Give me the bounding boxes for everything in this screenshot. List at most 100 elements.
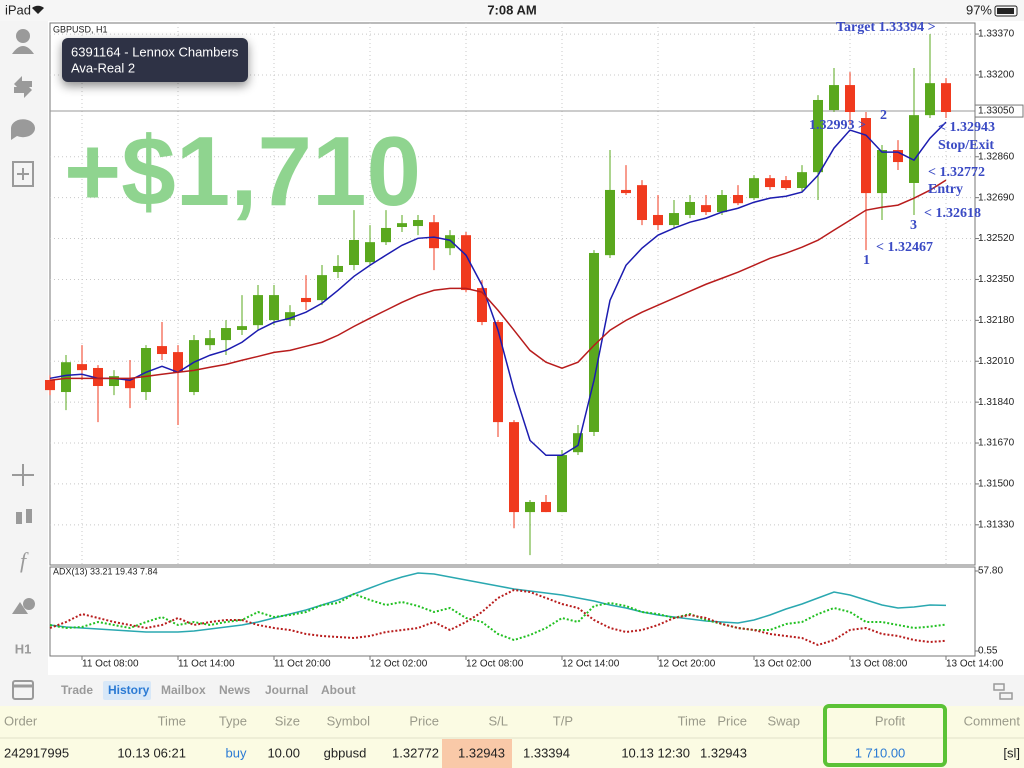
table-cell: [sl] — [1003, 745, 1020, 760]
candle-body — [237, 326, 247, 330]
y-tick-label: 1.31330 — [978, 519, 1015, 530]
candle-body — [125, 378, 135, 389]
annotation: 2 — [880, 108, 887, 123]
annotation: Stop/Exit — [938, 138, 994, 153]
candles-icon[interactable] — [16, 512, 22, 524]
candle-body — [173, 352, 183, 373]
candle-body — [893, 150, 903, 163]
y-tick-label: 1.31500 — [978, 479, 1015, 490]
crosshair-icon[interactable] — [12, 464, 34, 486]
candle-body — [93, 367, 103, 387]
table-cell: 1.32943 — [458, 745, 505, 760]
moving-average — [49, 179, 947, 381]
candle-body — [637, 185, 647, 221]
y-tick-label: 0.55 — [978, 646, 998, 657]
annotation: < 1.32943 — [938, 120, 995, 135]
column-header: Price — [409, 713, 439, 728]
table-cell: gbpusd — [324, 745, 367, 760]
profit-banner: +$1,710 — [64, 116, 421, 226]
candle-body — [845, 85, 855, 113]
tab-bar — [0, 675, 1024, 706]
wifi-icon — [32, 5, 44, 14]
indicator-line — [49, 588, 947, 647]
annotation: Entry — [928, 182, 963, 197]
account-icon[interactable] — [16, 29, 30, 43]
battery-fill — [997, 8, 1014, 14]
calendar-icon[interactable] — [12, 680, 34, 700]
tab[interactable]: News — [219, 683, 251, 697]
objects-icon[interactable] — [12, 602, 28, 614]
column-header: Symbol — [327, 713, 370, 728]
candle-body — [381, 227, 391, 243]
candle-body — [317, 275, 327, 301]
x-tick-label: 11 Oct 20:00 — [274, 659, 331, 670]
device-name: iPad — [5, 2, 31, 17]
table-cell: 1 710.00 — [855, 745, 906, 760]
column-header: T/P — [553, 713, 573, 728]
candle-body — [685, 201, 695, 215]
objects-icon-circle — [23, 598, 35, 610]
annotation: 1.32993 > — [809, 118, 866, 133]
column-header: Order — [4, 713, 38, 728]
chart: 1.33370 1.33200 1.32860 1.32690 1.32520 1.323… — [45, 20, 1024, 670]
tab[interactable]: Trade — [61, 683, 93, 697]
candle-body — [205, 338, 215, 346]
annotation: < 1.32618 — [924, 206, 981, 221]
candle-body — [781, 180, 791, 189]
tab[interactable]: Journal — [265, 683, 308, 697]
chat-icon[interactable] — [11, 119, 35, 140]
candle-body — [813, 99, 823, 173]
candle-body — [349, 239, 359, 266]
layout-icon[interactable] — [993, 683, 1013, 700]
moving-average — [49, 121, 947, 457]
timeframe-button[interactable]: H1 — [15, 641, 32, 656]
last-price-box — [974, 104, 1024, 118]
y-tick-label: 1.33370 — [978, 29, 1015, 40]
tab[interactable]: History — [108, 683, 150, 697]
account-server: Ava-Real 2 — [71, 60, 135, 75]
column-header: Comment — [964, 713, 1021, 728]
candle-body — [765, 178, 775, 188]
candle-body — [333, 265, 343, 272]
indicators-icon[interactable]: f — [20, 548, 29, 573]
new-order-icon[interactable] — [12, 161, 34, 187]
tab[interactable]: Mailbox — [161, 683, 206, 697]
candle-body — [461, 235, 471, 291]
trade-icon[interactable] — [14, 76, 32, 98]
x-tick-label: 13 Oct 14:00 — [946, 659, 1004, 670]
sidebar-icons: f — [11, 29, 35, 614]
candle-body — [925, 83, 935, 116]
candle-body — [365, 242, 375, 263]
candle-body — [717, 195, 727, 213]
x-tick-label: 13 Oct 08:00 — [850, 659, 908, 670]
candle-body — [429, 222, 439, 249]
annotation: < 1.32772 — [928, 165, 985, 180]
profit-highlight — [823, 704, 947, 767]
candle-body — [621, 189, 631, 194]
clock: 7:08 AM — [487, 2, 536, 17]
y-tick-label: 1.32180 — [978, 315, 1015, 326]
x-tick-label: 12 Oct 02:00 — [370, 659, 428, 670]
candle-body — [541, 501, 551, 513]
column-header: Size — [275, 713, 300, 728]
y-tick-label: 1.32010 — [978, 356, 1015, 367]
table-cell: 1.32772 — [392, 745, 439, 760]
candle-body — [285, 312, 295, 321]
candle-body — [909, 115, 919, 183]
battery-icon — [994, 5, 1018, 17]
candle-body — [605, 189, 615, 256]
column-header: Swap — [767, 713, 800, 728]
column-header: Time — [678, 713, 706, 728]
candle-body — [141, 348, 151, 393]
candle-body — [445, 235, 455, 249]
adx-title: ADX(13) 33.21 19.43 7.84 — [53, 566, 158, 576]
tab[interactable]: About — [321, 683, 356, 697]
x-tick-label: 12 Oct 08:00 — [466, 659, 524, 670]
y-tick-label: 1.32520 — [978, 233, 1015, 244]
table-cell: 1.32943 — [700, 745, 747, 760]
column-header: Price — [717, 713, 747, 728]
x-tick-label: 11 Oct 14:00 — [178, 659, 235, 670]
candle-body — [61, 362, 71, 393]
account-tooltip — [62, 38, 248, 82]
